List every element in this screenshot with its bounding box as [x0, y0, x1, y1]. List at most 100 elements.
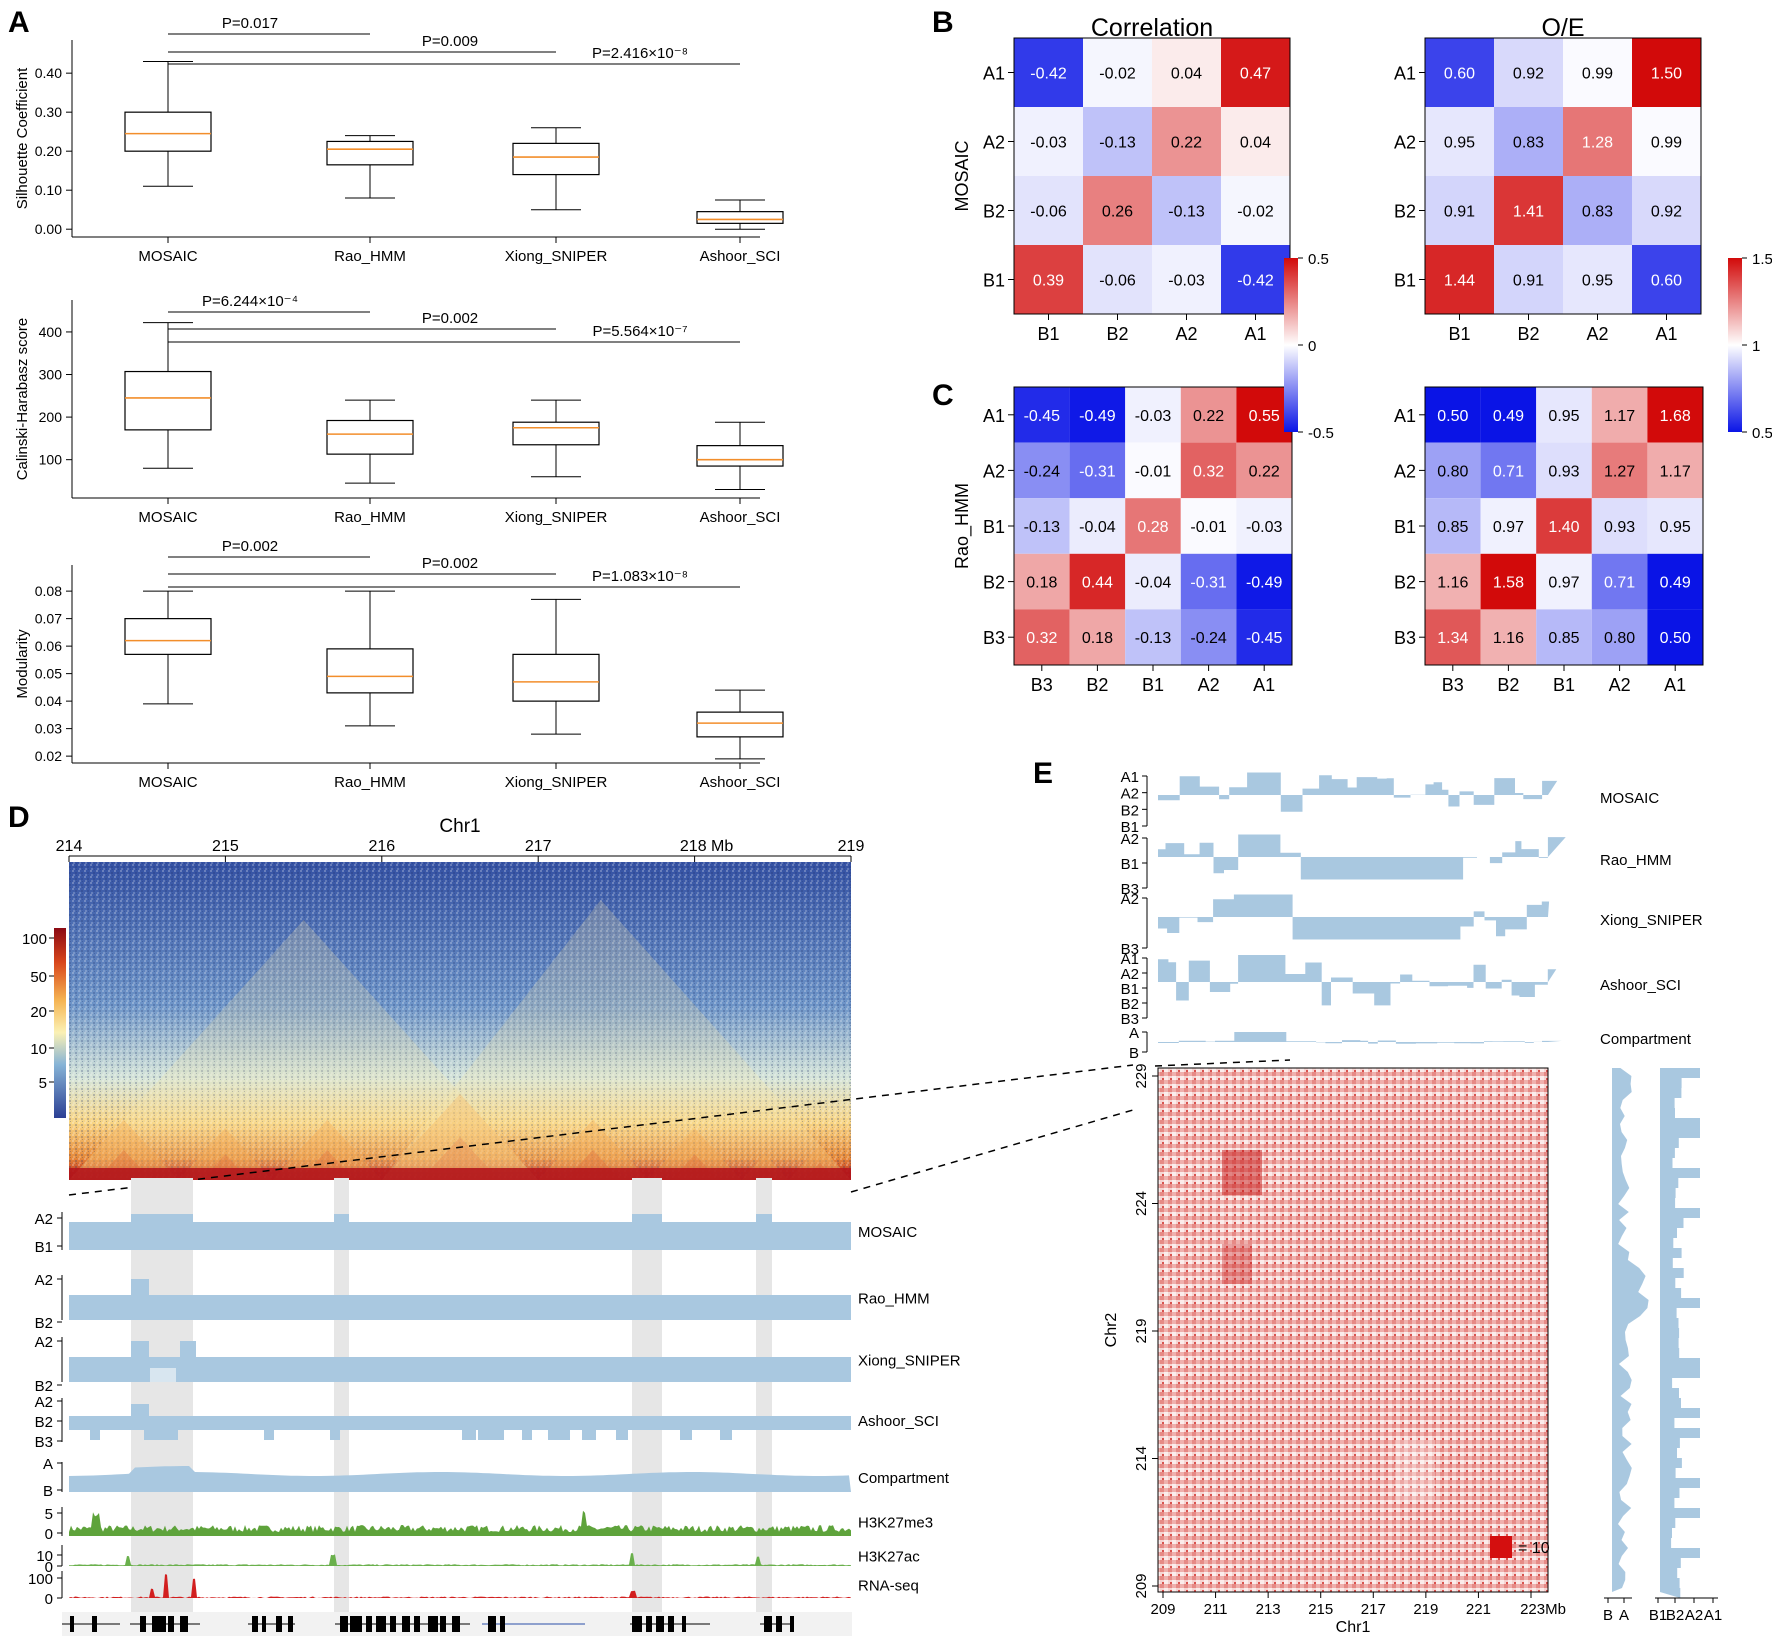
x-tick-label: Rao_HMM	[334, 774, 406, 791]
box-Ashoor_SCI	[696, 445, 784, 467]
heatmap-cell	[1591, 498, 1648, 554]
cell-value-label: 1.44	[1444, 273, 1475, 290]
col-label: A1	[1253, 675, 1275, 695]
heatmap-mosaic_corr: -0.42 -0.02 0.04 0.47 -0.03 -0.13 0.22 0.04 -0.0…	[952, 14, 1291, 344]
heatmap-frame	[1424, 37, 1702, 315]
cell-value-label: -0.01	[1190, 519, 1227, 536]
heatmap-cell	[1014, 107, 1083, 176]
track-area	[1158, 894, 1550, 940]
heatmap-cell	[1480, 609, 1537, 665]
p-value-label: P=5.564×10⁻⁷	[592, 323, 687, 340]
track-Ashoor_SCI: A2 B2 B3 Ashoor_SCI	[35, 1394, 939, 1451]
heatmap-cell	[1236, 553, 1292, 610]
box-Xiong_SNIPER	[512, 142, 600, 176]
y-tick-label: 0.20	[35, 143, 62, 159]
side-label: A2	[1685, 1607, 1703, 1624]
tad-triangle	[381, 1093, 539, 1180]
track-y-label: 100	[28, 1571, 53, 1588]
exon	[656, 1616, 664, 1632]
exon	[452, 1616, 460, 1632]
heatmap-title: Correlation	[1091, 14, 1213, 42]
col-label: B2	[1497, 675, 1519, 695]
track-area	[69, 1466, 851, 1492]
heatmap-cell	[1647, 609, 1703, 665]
cell-value-label: 0.95	[1582, 273, 1613, 290]
track-y-label: B2	[35, 1378, 53, 1395]
track-y-label: A2	[1121, 786, 1139, 803]
heatmap-cell	[1180, 442, 1237, 499]
hic-colorbar-label: 50	[30, 969, 47, 986]
exon	[682, 1616, 686, 1632]
y-tick-label: 0.30	[35, 104, 62, 120]
cell-value-label: 0.83	[1513, 135, 1544, 152]
heatmap-cell	[1425, 176, 1494, 245]
track-dip	[264, 1430, 274, 1440]
heatmap-cell	[1014, 176, 1083, 245]
panel-e: A1A2B2B1MOSAICA2B1B3Rao_HMMA2B3Xiong_SNI…	[1103, 769, 1722, 1636]
track-label: Xiong_SNIPER	[1600, 912, 1703, 929]
cell-value-label: -0.42	[1237, 273, 1274, 290]
cell-value-label: 0.22	[1249, 463, 1280, 480]
cell-value-label: 0.83	[1582, 204, 1613, 221]
cell-value-label: 1.68	[1660, 408, 1691, 425]
cell-value-label: 0.26	[1102, 204, 1133, 221]
tad-triangle	[647, 1128, 742, 1180]
track-y-label: 0	[45, 1591, 53, 1608]
heatmap-cell	[1425, 553, 1481, 610]
cell-value-label: 0.18	[1082, 630, 1113, 647]
exon	[276, 1616, 282, 1632]
heatmap-cell	[1014, 38, 1083, 107]
colorbar-tick-label: 0	[1308, 338, 1316, 355]
y-tick-label: 209	[1133, 1573, 1150, 1598]
cell-value-label: 0.44	[1082, 575, 1113, 592]
cell-value-label: 0.99	[1582, 66, 1613, 83]
track-gap	[150, 1368, 176, 1382]
track-Xiong_SNIPER: A2 B2 Xiong_SNIPER	[35, 1334, 961, 1395]
row-label: B2	[983, 573, 1005, 593]
heatmap-cell	[1180, 498, 1237, 554]
row-label: B3	[983, 628, 1005, 648]
hic-colorbar	[54, 928, 66, 1118]
domain-triangle	[381, 900, 851, 1180]
track-bump	[131, 1404, 149, 1416]
exon	[790, 1616, 794, 1632]
heatmap-cell	[1425, 107, 1494, 176]
p-value-label: P=2.416×10⁻⁸	[592, 45, 688, 62]
col-label: A1	[1244, 324, 1266, 344]
cell-value-label: -0.02	[1237, 204, 1274, 221]
y-tick-label: 200	[39, 409, 63, 425]
heatmap-cell	[1221, 38, 1290, 107]
cell-value-label: 1.41	[1513, 204, 1544, 221]
track-y-label: B1	[1121, 819, 1139, 836]
track-area	[1158, 955, 1557, 1006]
cell-value-label: 0.93	[1604, 519, 1635, 536]
heatmap-cell	[1221, 176, 1290, 245]
x-tick-label: Rao_HMM	[334, 248, 406, 265]
exon	[402, 1616, 410, 1632]
hic-map-texture	[69, 862, 851, 1180]
heatmap-cell	[1152, 245, 1221, 314]
exon	[668, 1616, 674, 1632]
cell-value-label: 1.40	[1548, 519, 1579, 536]
y-tick-label: 300	[39, 367, 63, 383]
row-label: B2	[1394, 573, 1416, 593]
cell-value-label: 0.93	[1548, 463, 1579, 480]
y-tick-label: 0.00	[35, 221, 62, 237]
colorbar-tick-label: 0.5	[1752, 425, 1772, 442]
cell-value-label: 0.22	[1193, 408, 1224, 425]
row-label: B1	[1394, 271, 1416, 291]
cell-value-label: -0.13	[1099, 135, 1136, 152]
p-value-label: P=0.009	[422, 33, 478, 50]
heatmap-cell	[1083, 38, 1152, 107]
track-y-label: A	[1129, 1025, 1139, 1042]
cell-value-label: 0.60	[1651, 273, 1682, 290]
track-label: MOSAIC	[1600, 790, 1659, 807]
heatmap-cell	[1480, 498, 1537, 554]
track-bump	[334, 1214, 349, 1222]
col-label: B2	[1517, 324, 1539, 344]
track-y-label: B2	[1121, 996, 1139, 1013]
cell-value-label: -0.02	[1099, 66, 1136, 83]
y-tick-label: 224	[1133, 1191, 1150, 1216]
